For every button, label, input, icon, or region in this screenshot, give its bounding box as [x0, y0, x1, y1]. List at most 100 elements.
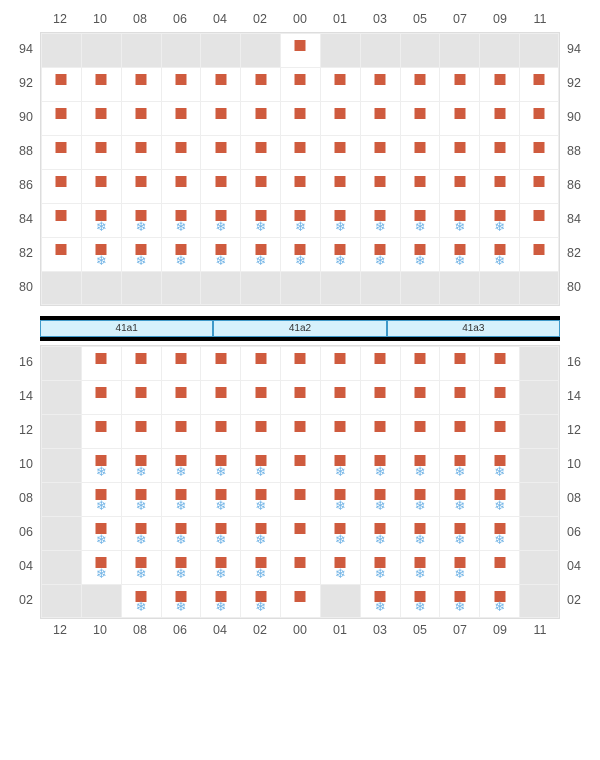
seat-cell[interactable]: [240, 380, 280, 414]
seat-cell[interactable]: [121, 380, 161, 414]
seat-cell[interactable]: [439, 414, 479, 448]
seat-cell[interactable]: [280, 448, 320, 482]
seat-cell[interactable]: [360, 414, 400, 448]
seat-cell[interactable]: [400, 135, 440, 169]
tray-slot[interactable]: 41a3: [387, 320, 560, 337]
seat-cell[interactable]: [200, 169, 240, 203]
seat-cell[interactable]: [280, 482, 320, 516]
seat-cell[interactable]: ❄: [479, 203, 519, 237]
seat-cell[interactable]: ❄: [121, 516, 161, 550]
seat-cell[interactable]: ❄: [360, 448, 400, 482]
seat-cell[interactable]: ❄: [161, 516, 201, 550]
seat-cell[interactable]: ❄: [200, 516, 240, 550]
seat-cell[interactable]: ❄: [400, 448, 440, 482]
seat-cell[interactable]: [439, 135, 479, 169]
seat-cell[interactable]: ❄: [161, 237, 201, 271]
seat-cell[interactable]: ❄: [81, 448, 121, 482]
seat-cell[interactable]: [280, 584, 320, 618]
seat-cell[interactable]: ❄: [81, 482, 121, 516]
seat-cell[interactable]: [81, 67, 121, 101]
seat-cell[interactable]: [200, 380, 240, 414]
seat-cell[interactable]: [240, 135, 280, 169]
seat-cell[interactable]: [320, 67, 360, 101]
seat-cell[interactable]: ❄: [360, 550, 400, 584]
seat-cell[interactable]: ❄: [400, 482, 440, 516]
seat-cell[interactable]: [519, 203, 559, 237]
seat-cell[interactable]: [41, 237, 81, 271]
seat-cell[interactable]: ❄: [121, 448, 161, 482]
seat-cell[interactable]: [240, 169, 280, 203]
seat-cell[interactable]: [400, 380, 440, 414]
seat-cell[interactable]: ❄: [320, 516, 360, 550]
seat-cell[interactable]: ❄: [280, 203, 320, 237]
seat-cell[interactable]: ❄: [121, 584, 161, 618]
seat-cell[interactable]: ❄: [81, 237, 121, 271]
seat-cell[interactable]: [519, 101, 559, 135]
seat-cell[interactable]: ❄: [320, 550, 360, 584]
seat-cell[interactable]: ❄: [400, 516, 440, 550]
seat-cell[interactable]: ❄: [400, 203, 440, 237]
seat-cell[interactable]: ❄: [200, 237, 240, 271]
tray-slot[interactable]: 41a1: [40, 320, 213, 337]
seat-cell[interactable]: [280, 516, 320, 550]
seat-cell[interactable]: ❄: [240, 448, 280, 482]
seat-cell[interactable]: [320, 346, 360, 380]
seat-cell[interactable]: [161, 169, 201, 203]
seat-cell[interactable]: [161, 101, 201, 135]
seat-cell[interactable]: ❄: [439, 584, 479, 618]
seat-cell[interactable]: [280, 346, 320, 380]
seat-cell[interactable]: ❄: [400, 237, 440, 271]
seat-cell[interactable]: ❄: [200, 550, 240, 584]
seat-cell[interactable]: ❄: [400, 584, 440, 618]
seat-cell[interactable]: ❄: [81, 550, 121, 584]
seat-cell[interactable]: [400, 169, 440, 203]
seat-cell[interactable]: [320, 380, 360, 414]
seat-cell[interactable]: [479, 380, 519, 414]
seat-cell[interactable]: [400, 67, 440, 101]
seat-cell[interactable]: [439, 380, 479, 414]
seat-cell[interactable]: ❄: [240, 237, 280, 271]
seat-cell[interactable]: [200, 346, 240, 380]
seat-cell[interactable]: [240, 414, 280, 448]
seat-cell[interactable]: [519, 237, 559, 271]
seat-cell[interactable]: ❄: [240, 550, 280, 584]
seat-cell[interactable]: ❄: [320, 482, 360, 516]
seat-cell[interactable]: ❄: [400, 550, 440, 584]
seat-cell[interactable]: ❄: [121, 237, 161, 271]
seat-cell[interactable]: [41, 203, 81, 237]
seat-cell[interactable]: ❄: [320, 237, 360, 271]
seat-cell[interactable]: ❄: [360, 237, 400, 271]
seat-cell[interactable]: ❄: [240, 203, 280, 237]
seat-cell[interactable]: [240, 101, 280, 135]
seat-cell[interactable]: [200, 414, 240, 448]
seat-cell[interactable]: [280, 169, 320, 203]
seat-cell[interactable]: [81, 169, 121, 203]
seat-cell[interactable]: ❄: [360, 203, 400, 237]
seat-cell[interactable]: [320, 101, 360, 135]
seat-cell[interactable]: ❄: [479, 584, 519, 618]
seat-cell[interactable]: ❄: [161, 482, 201, 516]
seat-cell[interactable]: [280, 67, 320, 101]
seat-cell[interactable]: [41, 101, 81, 135]
seat-cell[interactable]: ❄: [200, 482, 240, 516]
seat-cell[interactable]: [200, 135, 240, 169]
seat-cell[interactable]: [320, 169, 360, 203]
seat-cell[interactable]: ❄: [360, 516, 400, 550]
seat-cell[interactable]: [519, 169, 559, 203]
seat-cell[interactable]: [479, 101, 519, 135]
seat-cell[interactable]: [400, 414, 440, 448]
seat-cell[interactable]: [200, 67, 240, 101]
seat-cell[interactable]: [161, 346, 201, 380]
seat-cell[interactable]: ❄: [161, 203, 201, 237]
seat-cell[interactable]: [81, 380, 121, 414]
seat-cell[interactable]: [280, 101, 320, 135]
seat-cell[interactable]: [439, 346, 479, 380]
seat-cell[interactable]: [81, 101, 121, 135]
seat-cell[interactable]: ❄: [479, 482, 519, 516]
seat-cell[interactable]: ❄: [439, 448, 479, 482]
seat-cell[interactable]: [280, 380, 320, 414]
seat-cell[interactable]: ❄: [240, 516, 280, 550]
seat-cell[interactable]: ❄: [360, 584, 400, 618]
seat-cell[interactable]: [400, 101, 440, 135]
seat-cell[interactable]: [479, 346, 519, 380]
